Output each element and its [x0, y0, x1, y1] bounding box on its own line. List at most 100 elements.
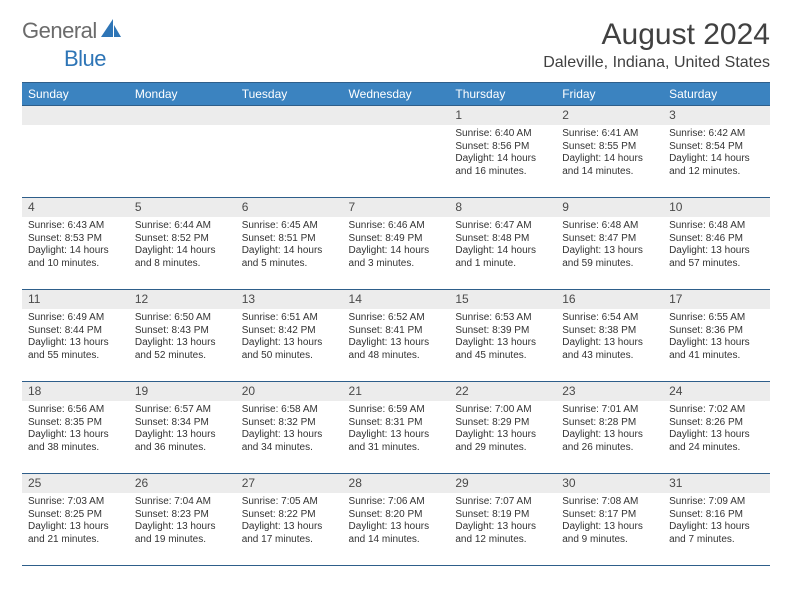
calendar-cell: 31Sunrise: 7:09 AMSunset: 8:16 PMDayligh…	[663, 474, 770, 566]
sunset-line: Sunset: 8:55 PM	[562, 141, 657, 154]
day-number: 17	[663, 290, 770, 309]
day-number: 8	[449, 198, 556, 217]
day-body: Sunrise: 6:57 AMSunset: 8:34 PMDaylight:…	[129, 401, 236, 458]
sunrise-line: Sunrise: 6:43 AM	[28, 220, 123, 233]
day-number: 18	[22, 382, 129, 401]
sunset-line: Sunset: 8:54 PM	[669, 141, 764, 154]
calendar-cell: 11Sunrise: 6:49 AMSunset: 8:44 PMDayligh…	[22, 290, 129, 382]
daylight-line: Daylight: 13 hours and 19 minutes.	[135, 521, 230, 546]
day-body: Sunrise: 6:45 AMSunset: 8:51 PMDaylight:…	[236, 217, 343, 274]
day-body: Sunrise: 6:50 AMSunset: 8:43 PMDaylight:…	[129, 309, 236, 366]
day-body: Sunrise: 7:02 AMSunset: 8:26 PMDaylight:…	[663, 401, 770, 458]
day-number: 29	[449, 474, 556, 493]
sunrise-line: Sunrise: 6:42 AM	[669, 128, 764, 141]
day-body: Sunrise: 6:54 AMSunset: 8:38 PMDaylight:…	[556, 309, 663, 366]
sunrise-line: Sunrise: 7:09 AM	[669, 496, 764, 509]
sunrise-line: Sunrise: 6:50 AM	[135, 312, 230, 325]
sunset-line: Sunset: 8:35 PM	[28, 417, 123, 430]
calendar-cell: 10Sunrise: 6:48 AMSunset: 8:46 PMDayligh…	[663, 198, 770, 290]
daylight-line: Daylight: 14 hours and 3 minutes.	[349, 245, 444, 270]
calendar-cell: 20Sunrise: 6:58 AMSunset: 8:32 PMDayligh…	[236, 382, 343, 474]
day-number: 10	[663, 198, 770, 217]
sunset-line: Sunset: 8:31 PM	[349, 417, 444, 430]
sunrise-line: Sunrise: 7:01 AM	[562, 404, 657, 417]
day-number: 2	[556, 106, 663, 125]
day-number: 16	[556, 290, 663, 309]
day-body: Sunrise: 6:47 AMSunset: 8:48 PMDaylight:…	[449, 217, 556, 274]
day-number: 19	[129, 382, 236, 401]
daylight-line: Daylight: 13 hours and 12 minutes.	[455, 521, 550, 546]
daylight-line: Daylight: 13 hours and 21 minutes.	[28, 521, 123, 546]
daylight-line: Daylight: 13 hours and 9 minutes.	[562, 521, 657, 546]
calendar-cell: 2Sunrise: 6:41 AMSunset: 8:55 PMDaylight…	[556, 106, 663, 198]
weekday-header: Wednesday	[343, 83, 450, 106]
day-body: Sunrise: 6:55 AMSunset: 8:36 PMDaylight:…	[663, 309, 770, 366]
calendar-cell: 1Sunrise: 6:40 AMSunset: 8:56 PMDaylight…	[449, 106, 556, 198]
sunrise-line: Sunrise: 7:07 AM	[455, 496, 550, 509]
day-number: 21	[343, 382, 450, 401]
sunrise-line: Sunrise: 7:06 AM	[349, 496, 444, 509]
day-body: Sunrise: 7:03 AMSunset: 8:25 PMDaylight:…	[22, 493, 129, 550]
day-body: Sunrise: 6:42 AMSunset: 8:54 PMDaylight:…	[663, 125, 770, 182]
sunset-line: Sunset: 8:46 PM	[669, 233, 764, 246]
day-number: 14	[343, 290, 450, 309]
weekday-header: Friday	[556, 83, 663, 106]
calendar-cell: 30Sunrise: 7:08 AMSunset: 8:17 PMDayligh…	[556, 474, 663, 566]
day-body: Sunrise: 6:51 AMSunset: 8:42 PMDaylight:…	[236, 309, 343, 366]
sunset-line: Sunset: 8:41 PM	[349, 325, 444, 338]
calendar-row: 11Sunrise: 6:49 AMSunset: 8:44 PMDayligh…	[22, 290, 770, 382]
day-number: 3	[663, 106, 770, 125]
day-body: Sunrise: 7:06 AMSunset: 8:20 PMDaylight:…	[343, 493, 450, 550]
day-number: 15	[449, 290, 556, 309]
sunrise-line: Sunrise: 7:05 AM	[242, 496, 337, 509]
day-body: Sunrise: 7:05 AMSunset: 8:22 PMDaylight:…	[236, 493, 343, 550]
daylight-line: Daylight: 13 hours and 34 minutes.	[242, 429, 337, 454]
daylight-line: Daylight: 14 hours and 5 minutes.	[242, 245, 337, 270]
sunrise-line: Sunrise: 6:51 AM	[242, 312, 337, 325]
daylight-line: Daylight: 14 hours and 1 minute.	[455, 245, 550, 270]
day-number: 6	[236, 198, 343, 217]
day-number: 28	[343, 474, 450, 493]
sunrise-line: Sunrise: 6:40 AM	[455, 128, 550, 141]
daylight-line: Daylight: 13 hours and 7 minutes.	[669, 521, 764, 546]
sunrise-line: Sunrise: 6:52 AM	[349, 312, 444, 325]
sunset-line: Sunset: 8:25 PM	[28, 509, 123, 522]
day-number-empty	[129, 106, 236, 125]
day-body: Sunrise: 6:53 AMSunset: 8:39 PMDaylight:…	[449, 309, 556, 366]
sunset-line: Sunset: 8:32 PM	[242, 417, 337, 430]
day-body: Sunrise: 6:43 AMSunset: 8:53 PMDaylight:…	[22, 217, 129, 274]
day-number: 12	[129, 290, 236, 309]
day-number: 1	[449, 106, 556, 125]
sunset-line: Sunset: 8:43 PM	[135, 325, 230, 338]
calendar-cell: 15Sunrise: 6:53 AMSunset: 8:39 PMDayligh…	[449, 290, 556, 382]
daylight-line: Daylight: 13 hours and 29 minutes.	[455, 429, 550, 454]
daylight-line: Daylight: 14 hours and 16 minutes.	[455, 153, 550, 178]
day-body: Sunrise: 7:08 AMSunset: 8:17 PMDaylight:…	[556, 493, 663, 550]
day-number: 7	[343, 198, 450, 217]
calendar-cell: 8Sunrise: 6:47 AMSunset: 8:48 PMDaylight…	[449, 198, 556, 290]
weekday-header-row: Sunday Monday Tuesday Wednesday Thursday…	[22, 83, 770, 106]
weekday-header: Sunday	[22, 83, 129, 106]
sunset-line: Sunset: 8:44 PM	[28, 325, 123, 338]
sunrise-line: Sunrise: 6:48 AM	[669, 220, 764, 233]
daylight-line: Daylight: 13 hours and 55 minutes.	[28, 337, 123, 362]
calendar-cell: 27Sunrise: 7:05 AMSunset: 8:22 PMDayligh…	[236, 474, 343, 566]
day-number-empty	[22, 106, 129, 125]
weekday-header: Tuesday	[236, 83, 343, 106]
day-body: Sunrise: 7:04 AMSunset: 8:23 PMDaylight:…	[129, 493, 236, 550]
day-body: Sunrise: 7:00 AMSunset: 8:29 PMDaylight:…	[449, 401, 556, 458]
weekday-header: Monday	[129, 83, 236, 106]
calendar-cell: 25Sunrise: 7:03 AMSunset: 8:25 PMDayligh…	[22, 474, 129, 566]
daylight-line: Daylight: 13 hours and 36 minutes.	[135, 429, 230, 454]
day-number: 4	[22, 198, 129, 217]
sunrise-line: Sunrise: 7:00 AM	[455, 404, 550, 417]
sunrise-line: Sunrise: 6:56 AM	[28, 404, 123, 417]
sunset-line: Sunset: 8:26 PM	[669, 417, 764, 430]
day-body: Sunrise: 7:07 AMSunset: 8:19 PMDaylight:…	[449, 493, 556, 550]
sail-icon	[101, 19, 123, 44]
sunrise-line: Sunrise: 6:44 AM	[135, 220, 230, 233]
daylight-line: Daylight: 13 hours and 38 minutes.	[28, 429, 123, 454]
calendar-cell: 17Sunrise: 6:55 AMSunset: 8:36 PMDayligh…	[663, 290, 770, 382]
day-number: 9	[556, 198, 663, 217]
logo-text-blue: Blue	[64, 46, 106, 71]
